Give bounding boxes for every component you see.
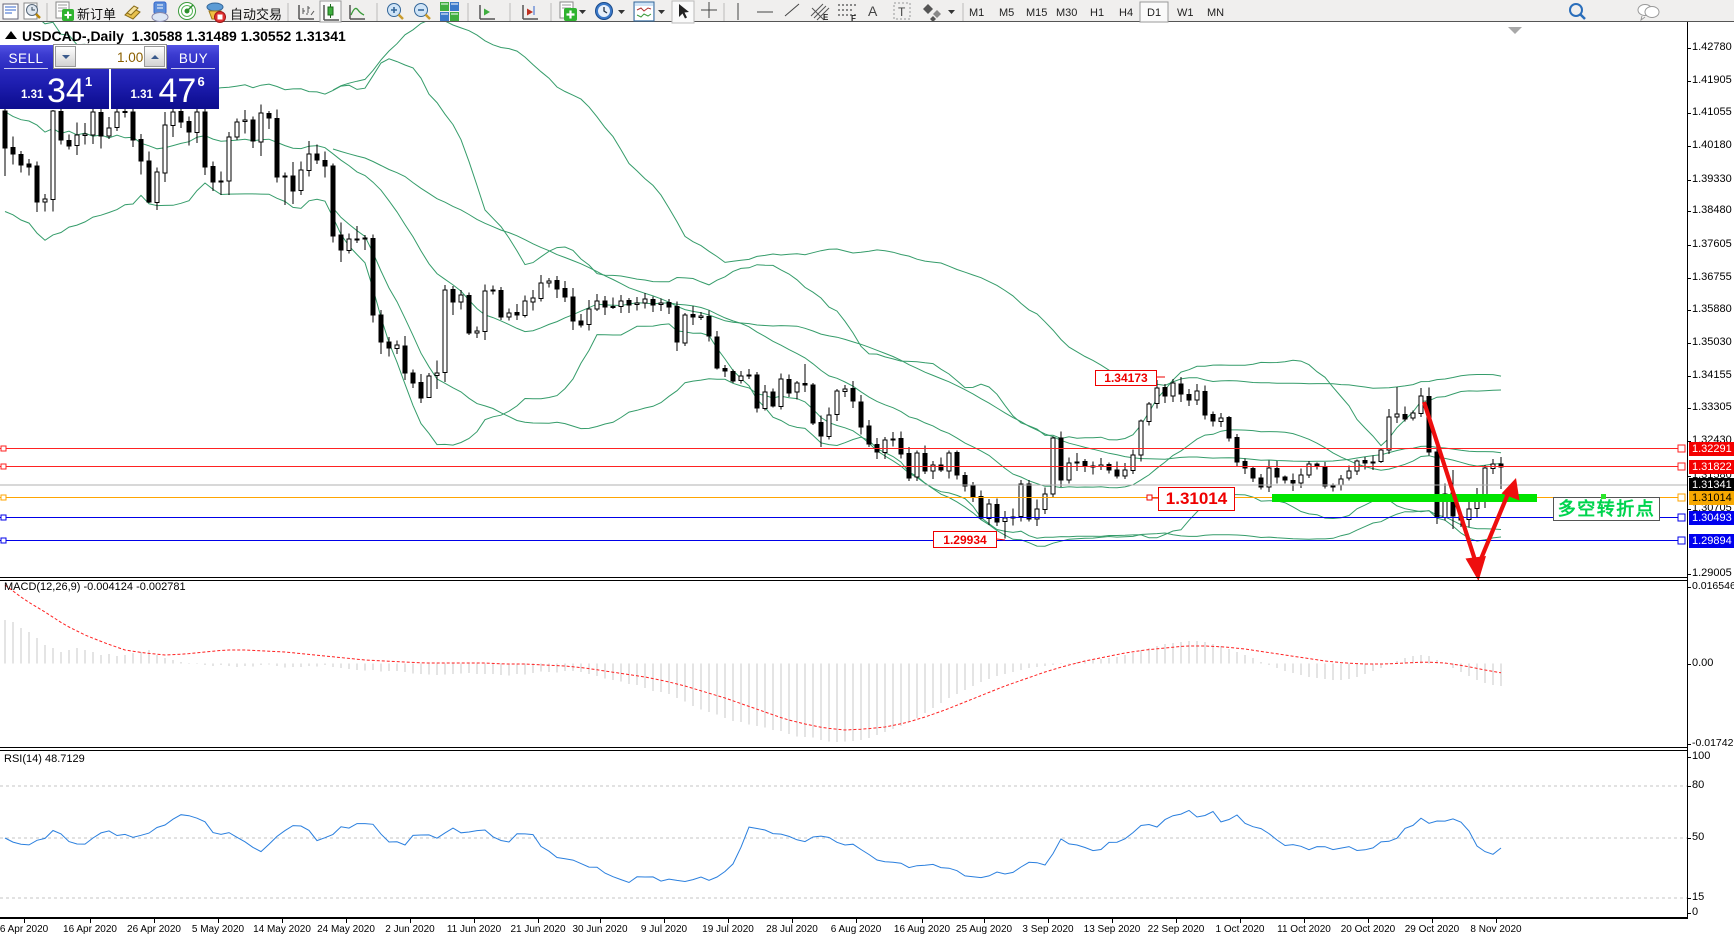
- svg-text:M5: M5: [999, 7, 1014, 19]
- svg-text:T: T: [898, 5, 906, 19]
- svg-text:D1: D1: [1147, 7, 1161, 19]
- svg-text:M15: M15: [1026, 7, 1047, 19]
- svg-text:A: A: [868, 3, 878, 19]
- svg-text:H1: H1: [1090, 7, 1104, 19]
- svg-text:W1: W1: [1177, 7, 1194, 19]
- svg-text:MN: MN: [1207, 7, 1224, 19]
- svg-text:M30: M30: [1056, 7, 1077, 19]
- svg-text:F: F: [851, 14, 856, 23]
- svg-text:M1: M1: [969, 7, 984, 19]
- svg-text:H4: H4: [1119, 7, 1133, 19]
- svg-text:E: E: [823, 13, 829, 22]
